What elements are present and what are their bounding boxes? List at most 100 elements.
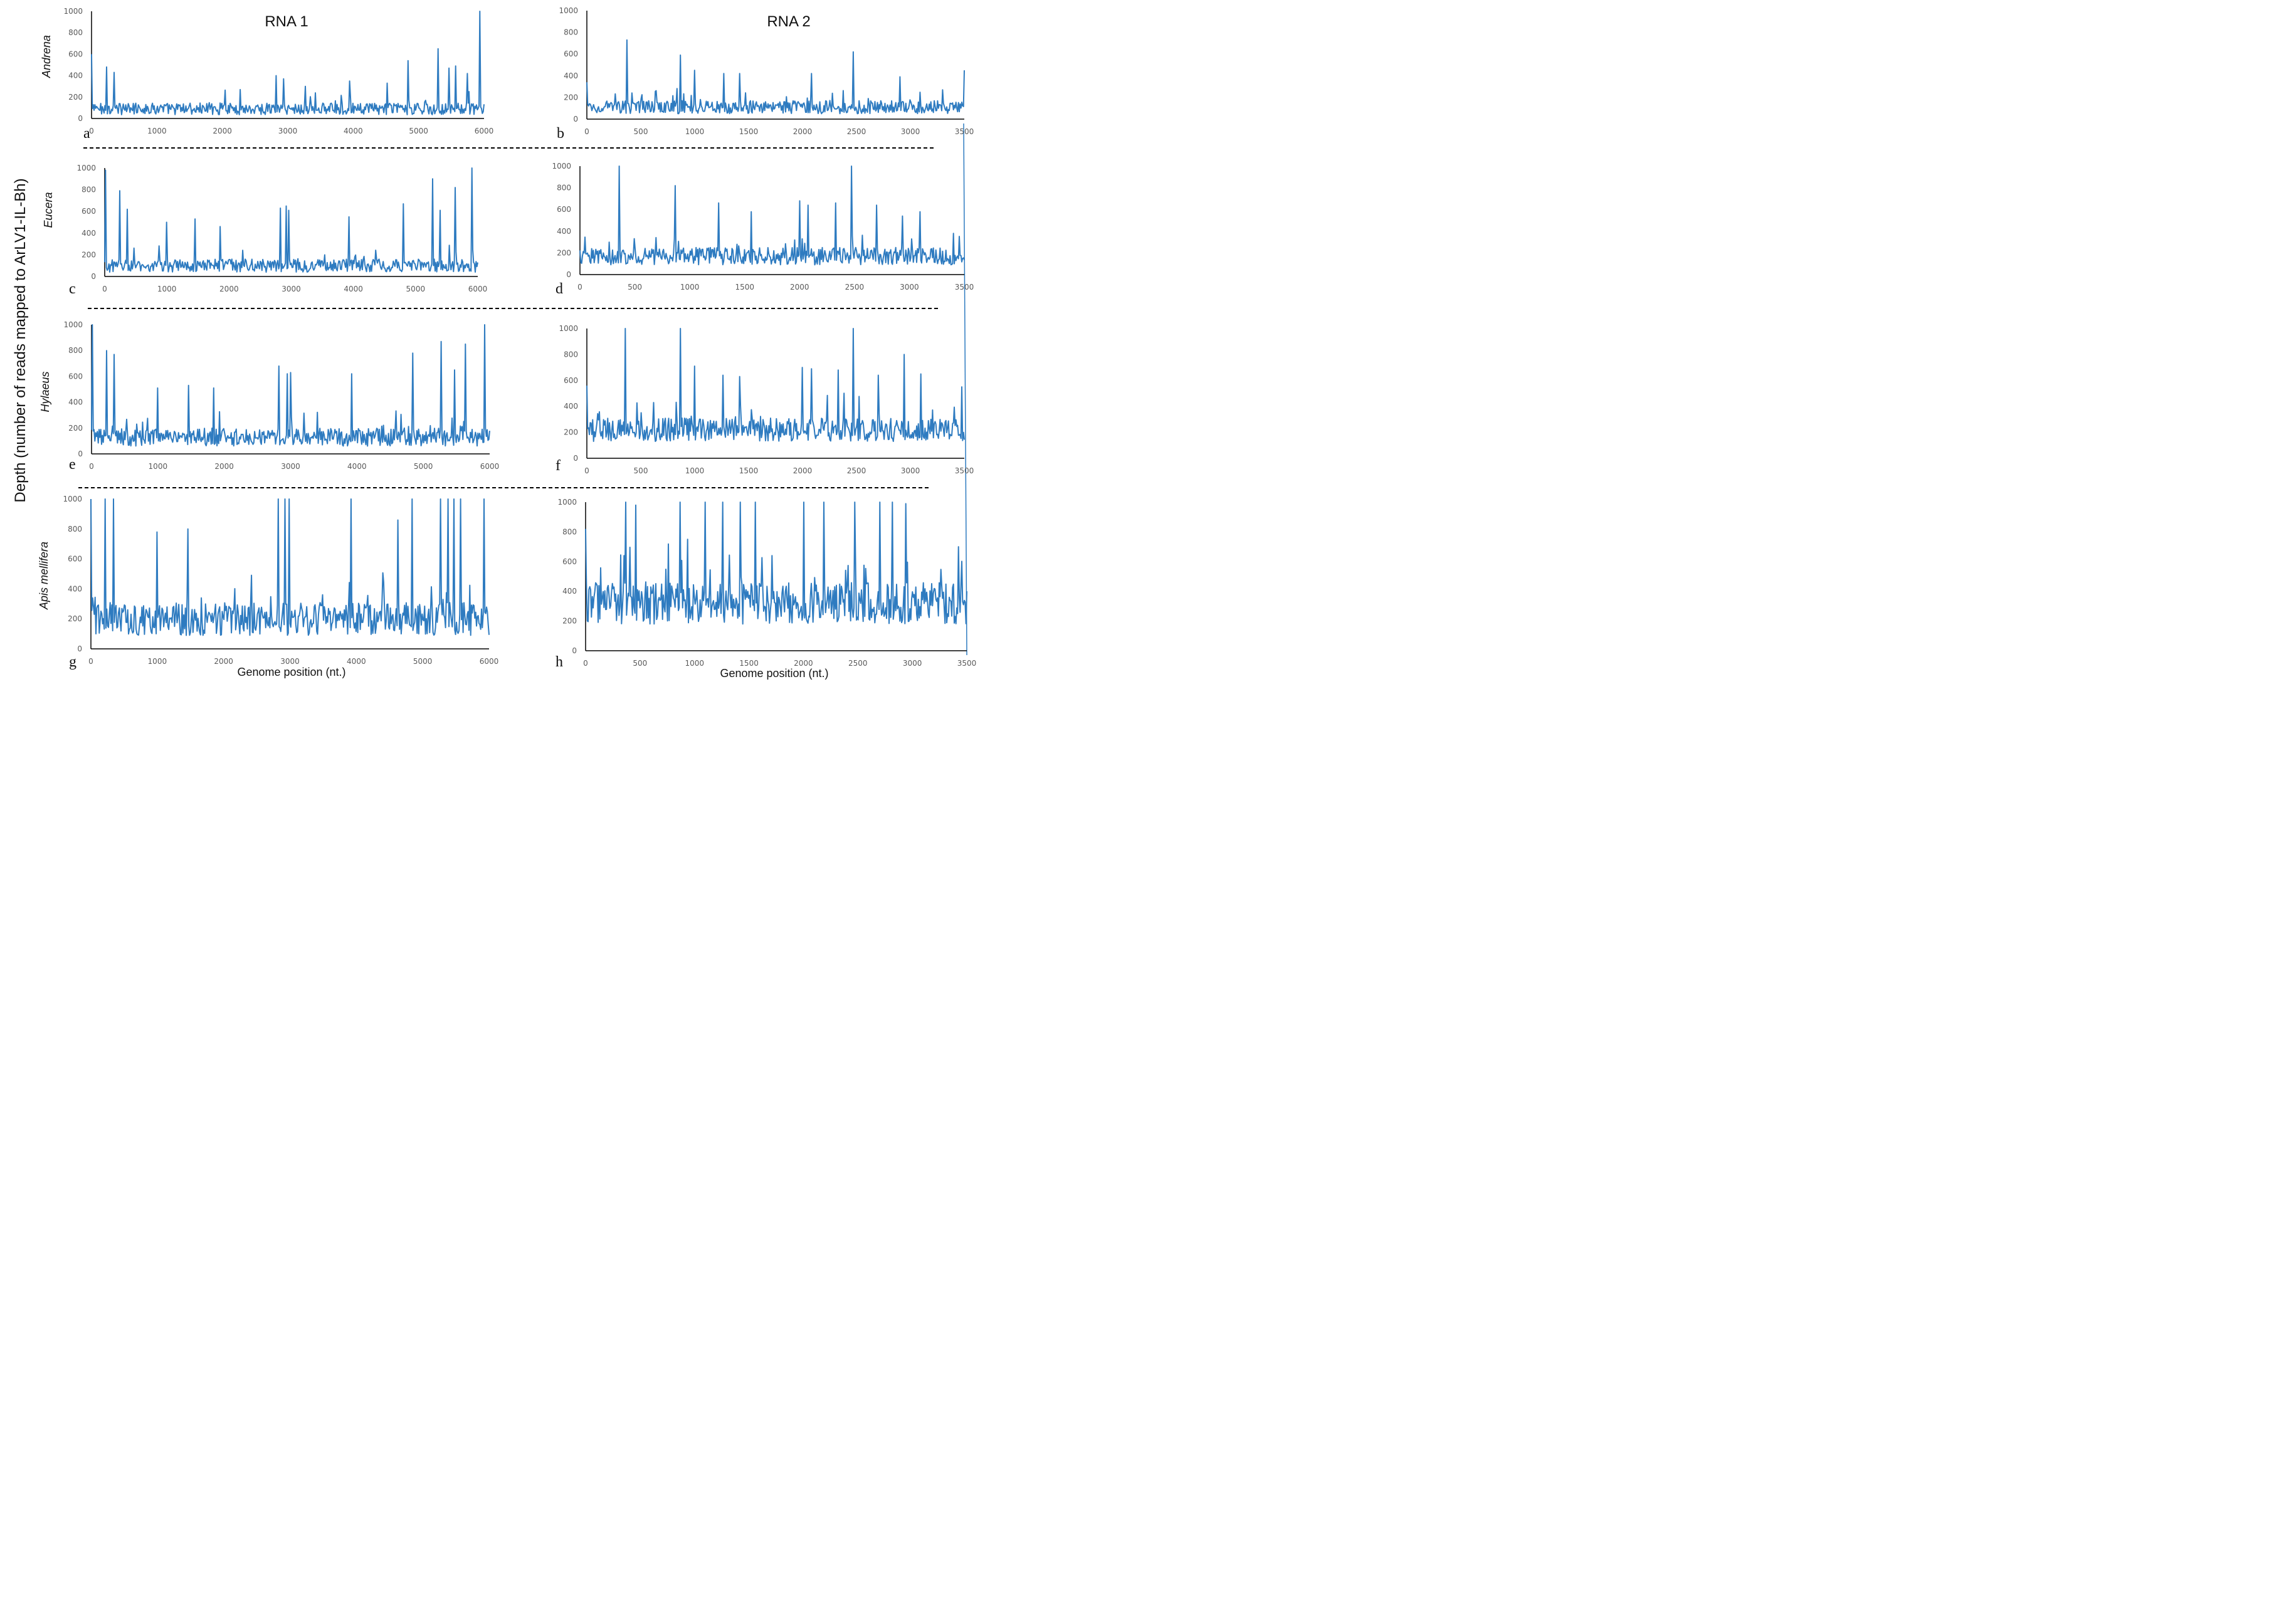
y-tick-label: 400 bbox=[564, 402, 578, 411]
y-tick-label: 400 bbox=[68, 584, 82, 593]
panel-letter: a bbox=[83, 125, 90, 142]
y-tick-label: 200 bbox=[564, 93, 578, 102]
y-tick-label: 600 bbox=[82, 207, 96, 216]
x-tick-label: 0 bbox=[102, 285, 107, 293]
column-title-rna1: RNA 1 bbox=[265, 13, 308, 30]
x-tick-label: 0 bbox=[89, 127, 94, 135]
y-tick-label: 200 bbox=[564, 428, 578, 437]
y-tick-label: 400 bbox=[562, 587, 577, 596]
panel-letter: h bbox=[556, 654, 563, 670]
y-tick-label: 200 bbox=[557, 248, 571, 257]
figure-root: Depth (number of reads mapped to ArLV1-I… bbox=[0, 0, 983, 685]
x-tick-label: 2500 bbox=[847, 466, 866, 475]
y-tick-label: 600 bbox=[564, 50, 578, 58]
species-label-andrena: Andrena bbox=[40, 35, 53, 78]
x-tick-label: 3000 bbox=[278, 127, 298, 135]
panel-letter: f bbox=[556, 458, 561, 474]
x-tick-label: 1000 bbox=[157, 285, 177, 293]
x-tick-label: 500 bbox=[634, 127, 648, 136]
x-tick-label: 3000 bbox=[281, 462, 300, 471]
y-tick-label: 1000 bbox=[63, 7, 83, 16]
panel-letter: b bbox=[557, 125, 564, 142]
y-tick-label: 0 bbox=[566, 270, 571, 279]
coverage-line bbox=[90, 498, 490, 636]
y-tick-label: 400 bbox=[68, 398, 83, 407]
x-tick-label: 5000 bbox=[409, 127, 428, 135]
x-tick-label: 0 bbox=[583, 659, 588, 668]
y-tick-label: 0 bbox=[77, 644, 82, 653]
y-tick-label: 800 bbox=[564, 28, 578, 37]
panel-d: 0 200 400 600 800 1000 0 500 1000 1500 2000 2500 300… bbox=[552, 162, 974, 297]
x-tick-label: 2000 bbox=[214, 462, 234, 471]
y-tick-label: 1000 bbox=[557, 498, 577, 507]
x-tick-label: 3000 bbox=[280, 657, 300, 666]
x-tick-label: 2500 bbox=[845, 283, 865, 292]
y-tick-label: 200 bbox=[68, 424, 83, 433]
x-tick-label: 1000 bbox=[149, 462, 168, 471]
x-tick-label: 0 bbox=[88, 657, 93, 666]
x-tick-label: 1000 bbox=[680, 283, 700, 292]
x-tick-label: 500 bbox=[628, 283, 642, 292]
y-tick-label: 0 bbox=[91, 272, 96, 281]
x-tick-label: 3000 bbox=[901, 466, 920, 475]
x-tick-label: 4000 bbox=[344, 127, 363, 135]
x-tick-label: 3500 bbox=[955, 283, 974, 292]
panel-letter: g bbox=[69, 654, 76, 670]
coverage-line bbox=[586, 328, 965, 442]
y-tick-label: 200 bbox=[82, 250, 96, 259]
coverage-line bbox=[579, 166, 965, 266]
species-label-apis-mellifera: Apis mellifera bbox=[38, 542, 50, 610]
x-tick-label: 1500 bbox=[735, 283, 754, 292]
y-tick-label: 0 bbox=[573, 115, 578, 124]
y-tick-label: 400 bbox=[68, 71, 83, 80]
x-tick-label: 2500 bbox=[847, 127, 866, 136]
x-axis-label-left: Genome position (nt.) bbox=[237, 666, 345, 678]
y-tick-label: 800 bbox=[564, 350, 578, 359]
x-tick-label: 2000 bbox=[793, 466, 813, 475]
y-tick-label: 600 bbox=[564, 376, 578, 385]
x-tick-label: 6000 bbox=[480, 462, 500, 471]
coverage-line bbox=[585, 502, 967, 625]
x-tick-label: 1000 bbox=[685, 466, 705, 475]
x-tick-label: 3000 bbox=[282, 285, 301, 293]
coverage-line bbox=[104, 167, 478, 273]
panel-h: 0 200 400 600 800 1000 0 500 1000 1500 2000 2500 300… bbox=[556, 498, 976, 670]
figure-canvas: Depth (number of reads mapped to ArLV1-I… bbox=[12, 6, 976, 680]
x-tick-label: 3500 bbox=[955, 127, 974, 136]
x-tick-label: 1500 bbox=[739, 127, 759, 136]
y-tick-label: 800 bbox=[68, 525, 82, 534]
x-tick-label: 5000 bbox=[414, 462, 433, 471]
x-tick-label: 1000 bbox=[147, 127, 167, 135]
x-tick-label: 2000 bbox=[214, 657, 233, 666]
x-tick-label: 6000 bbox=[475, 127, 494, 135]
x-tick-label: 1000 bbox=[685, 127, 705, 136]
panel-g: 0 200 400 600 800 1000 0 1000 2000 3000 4000 5000 60… bbox=[63, 495, 498, 670]
y-tick-label: 0 bbox=[573, 454, 578, 463]
x-tick-label: 3500 bbox=[955, 466, 974, 475]
x-tick-label: 5000 bbox=[413, 657, 433, 666]
x-tick-label: 2500 bbox=[848, 659, 868, 668]
y-tick-label: 600 bbox=[68, 555, 82, 564]
x-tick-label: 2000 bbox=[790, 283, 809, 292]
x-tick-label: 1500 bbox=[739, 466, 759, 475]
x-tick-label: 0 bbox=[89, 462, 94, 471]
y-tick-label: 0 bbox=[78, 114, 83, 123]
y-tick-label: 1000 bbox=[559, 6, 578, 15]
y-tick-label: 1000 bbox=[63, 495, 82, 503]
coverage-line bbox=[91, 324, 490, 447]
panel-letter: d bbox=[556, 281, 563, 297]
y-tick-label: 1000 bbox=[63, 320, 83, 329]
species-label-eucera: Eucera bbox=[42, 192, 55, 228]
y-tick-label: 600 bbox=[562, 557, 577, 566]
y-tick-label: 800 bbox=[562, 527, 577, 536]
y-tick-label: 200 bbox=[562, 617, 577, 626]
x-tick-label: 500 bbox=[634, 466, 648, 475]
y-tick-label: 800 bbox=[82, 186, 96, 194]
x-tick-label: 0 bbox=[584, 127, 589, 136]
x-axis-label-right: Genome position (nt.) bbox=[720, 667, 828, 680]
coverage-line bbox=[586, 39, 965, 115]
y-tick-label: 600 bbox=[557, 205, 571, 214]
x-tick-label: 0 bbox=[584, 466, 589, 475]
x-tick-label: 6000 bbox=[468, 285, 488, 293]
